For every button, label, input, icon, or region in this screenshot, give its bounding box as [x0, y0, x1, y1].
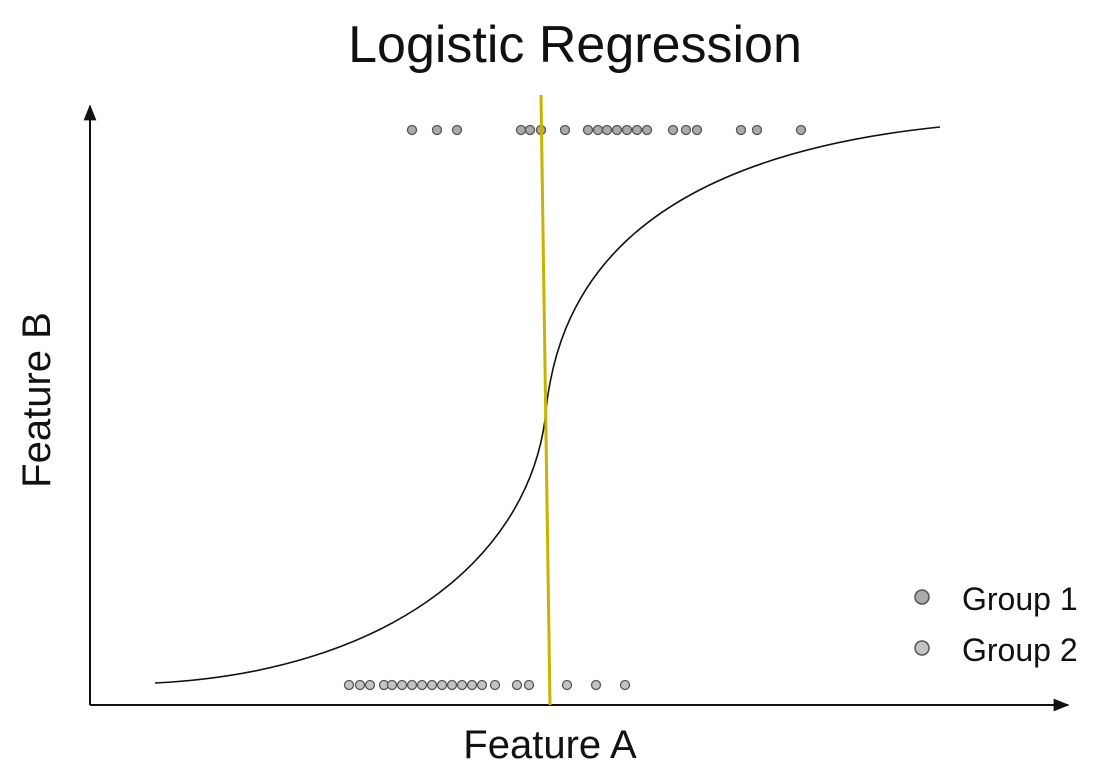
data-point [406, 124, 418, 136]
legend-label: Group 2 [962, 632, 1078, 668]
data-point [511, 679, 523, 691]
data-point [386, 679, 398, 691]
data-point [456, 679, 468, 691]
y-axis-label: Feature B [15, 312, 59, 488]
data-point [354, 679, 366, 691]
data-point [611, 124, 623, 136]
data-point [451, 124, 463, 136]
data-point [446, 679, 458, 691]
data-point [523, 679, 535, 691]
data-point [416, 679, 428, 691]
data-point [621, 124, 633, 136]
title: Logistic Regression [348, 16, 802, 74]
data-point [735, 124, 747, 136]
decision-boundary [539, 94, 552, 706]
data-point [343, 679, 355, 691]
x-axis-label: Feature A [463, 723, 637, 765]
data-point [396, 679, 408, 691]
data-point [631, 124, 643, 136]
data-point [691, 124, 703, 136]
data-point [489, 679, 501, 691]
data-point [619, 679, 631, 691]
data-point [426, 679, 438, 691]
data-point [559, 124, 571, 136]
data-point [515, 124, 527, 136]
data-point [641, 124, 653, 136]
data-point [431, 124, 443, 136]
data-point [476, 679, 488, 691]
data-point [364, 679, 376, 691]
data-points [343, 124, 807, 691]
data-point [667, 124, 679, 136]
data-point [524, 124, 536, 136]
data-point [680, 124, 692, 136]
data-point [582, 124, 594, 136]
legend-marker [914, 640, 930, 656]
data-point [592, 124, 604, 136]
data-point [436, 679, 448, 691]
data-point [795, 124, 807, 136]
data-point [406, 679, 418, 691]
legend-label: Group 1 [962, 581, 1078, 617]
data-point [601, 124, 613, 136]
data-point [466, 679, 478, 691]
data-point [561, 679, 573, 691]
legend-marker [914, 589, 930, 605]
data-point [590, 679, 602, 691]
data-point [751, 124, 763, 136]
